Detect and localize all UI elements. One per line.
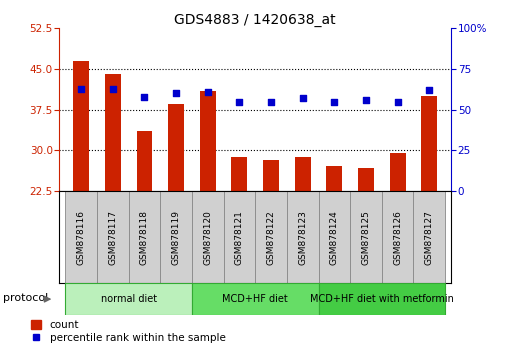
Text: MCD+HF diet: MCD+HF diet bbox=[222, 294, 288, 304]
Text: GSM878118: GSM878118 bbox=[140, 210, 149, 265]
Bar bbox=[413, 191, 445, 283]
Text: GSM878124: GSM878124 bbox=[330, 210, 339, 264]
Text: GSM878117: GSM878117 bbox=[108, 210, 117, 265]
Bar bbox=[421, 96, 437, 191]
Point bbox=[204, 89, 212, 95]
Bar bbox=[160, 191, 192, 283]
Bar bbox=[263, 160, 279, 191]
Point bbox=[235, 99, 244, 104]
Text: GSM878127: GSM878127 bbox=[425, 210, 434, 265]
Text: GSM878116: GSM878116 bbox=[76, 210, 86, 265]
Point bbox=[299, 96, 307, 101]
Point bbox=[267, 99, 275, 104]
Bar bbox=[97, 191, 129, 283]
Bar bbox=[200, 91, 215, 191]
Point bbox=[362, 97, 370, 103]
Point bbox=[393, 99, 402, 104]
Bar bbox=[224, 191, 255, 283]
Bar bbox=[326, 166, 342, 191]
Text: GSM878123: GSM878123 bbox=[298, 210, 307, 265]
Text: GSM878122: GSM878122 bbox=[267, 210, 275, 264]
Bar bbox=[382, 191, 413, 283]
Bar bbox=[319, 283, 445, 315]
Text: MCD+HF diet with metformin: MCD+HF diet with metformin bbox=[310, 294, 454, 304]
Text: protocol: protocol bbox=[3, 292, 48, 303]
Point bbox=[172, 91, 180, 96]
Bar bbox=[65, 191, 97, 283]
Point bbox=[330, 99, 339, 104]
Bar bbox=[390, 153, 406, 191]
Bar bbox=[295, 157, 310, 191]
Bar bbox=[255, 191, 287, 283]
Bar bbox=[136, 131, 152, 191]
Bar bbox=[105, 74, 121, 191]
Text: GSM878126: GSM878126 bbox=[393, 210, 402, 265]
Point bbox=[109, 86, 117, 91]
Point bbox=[77, 86, 85, 91]
Bar bbox=[319, 191, 350, 283]
Point bbox=[425, 87, 433, 93]
Text: normal diet: normal diet bbox=[101, 294, 156, 304]
Bar bbox=[192, 283, 319, 315]
Bar bbox=[73, 61, 89, 191]
Bar bbox=[231, 157, 247, 191]
Text: GSM878125: GSM878125 bbox=[362, 210, 370, 265]
Bar bbox=[129, 191, 160, 283]
Bar bbox=[65, 283, 192, 315]
Point bbox=[141, 94, 149, 99]
Bar bbox=[287, 191, 319, 283]
Text: GSM878121: GSM878121 bbox=[235, 210, 244, 265]
Text: GSM878119: GSM878119 bbox=[171, 210, 181, 265]
Text: GSM878120: GSM878120 bbox=[203, 210, 212, 265]
Title: GDS4883 / 1420638_at: GDS4883 / 1420638_at bbox=[174, 13, 336, 27]
Bar bbox=[358, 168, 374, 191]
Legend: count, percentile rank within the sample: count, percentile rank within the sample bbox=[31, 320, 226, 343]
Bar bbox=[192, 191, 224, 283]
Bar bbox=[350, 191, 382, 283]
Bar bbox=[168, 104, 184, 191]
